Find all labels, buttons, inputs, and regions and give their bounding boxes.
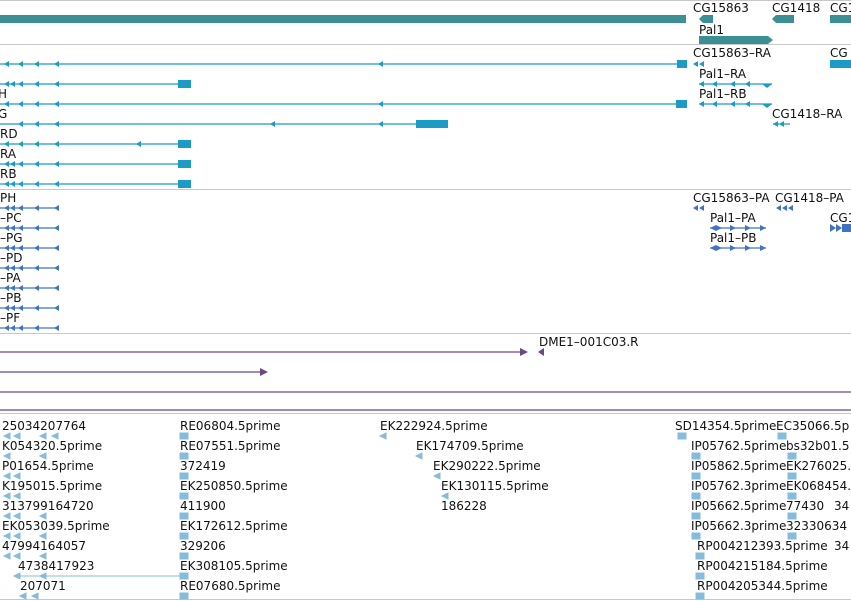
protein-label-cg1418-pa[interactable]: CG1418–PA <box>775 191 844 205</box>
est-label[interactable]: IP05662.5prime <box>691 499 787 513</box>
est-label[interactable]: 34 <box>834 539 850 553</box>
est-label[interactable]: EK276025. <box>786 459 851 473</box>
est-label[interactable]: EK172612.5prime <box>180 519 288 533</box>
est-label[interactable]: EK250850.5prime <box>180 479 288 493</box>
est-label[interactable]: P01654.5prime <box>2 459 94 473</box>
est-label[interactable]: 34 <box>834 499 850 513</box>
est-label[interactable]: IP05662.3prime <box>691 519 787 533</box>
gene-pal1-bar[interactable] <box>699 36 773 44</box>
gene-cg15863-arrow[interactable] <box>699 15 713 23</box>
protein-features[interactable] <box>0 205 851 331</box>
protein-label-pal1-pa[interactable]: Pal1–PA <box>710 211 756 225</box>
est-label[interactable]: IP05862.5prime <box>691 459 787 473</box>
protein-label-left-ph[interactable]: PH <box>0 191 17 205</box>
est-label[interactable]: 329206 <box>180 539 226 553</box>
est-label[interactable]: EC35066.5p <box>776 419 850 433</box>
gene-label-pal1[interactable]: Pal1 <box>699 23 725 37</box>
protein-label-left-pa[interactable]: –PA <box>0 271 21 285</box>
est-label[interactable]: SD14354.5prime <box>675 419 777 433</box>
protein-label-left-pf[interactable]: –PF <box>0 311 21 325</box>
gene-features[interactable] <box>0 15 851 44</box>
est-label[interactable]: RP004215184.5prime <box>697 559 828 573</box>
transcript-label-left-g[interactable]: G <box>0 107 8 121</box>
protein-label-cg-partial[interactable]: CG1 <box>830 211 851 225</box>
est-label[interactable]: RP004205344.5prime <box>697 579 828 593</box>
gene-cg-partial-bar[interactable] <box>830 15 851 23</box>
est-label[interactable]: 411900 <box>180 499 226 513</box>
est-label[interactable]: EK068454. <box>786 479 851 493</box>
est-label[interactable]: RP004212393.5prime <box>697 539 828 553</box>
est-label[interactable]: 4738417923 <box>18 559 95 573</box>
est-label[interactable]: 47994164057 <box>2 539 86 553</box>
transcript-label-pal1-ra[interactable]: Pal1–RA <box>699 67 747 81</box>
est-label[interactable]: EK174709.5prime <box>416 439 524 453</box>
transcript-label-left-rd[interactable]: RD <box>0 127 18 141</box>
est-label[interactable]: EK053039.5prime <box>2 519 110 533</box>
est-alignment-label-dme1[interactable]: DME1–001C03.R <box>539 335 639 349</box>
gene-label-cg1418[interactable]: CG1418 <box>772 1 821 15</box>
est-label[interactable]: IP05762.5prime <box>691 439 787 453</box>
est-label[interactable]: 32330634 <box>786 519 848 533</box>
est-label[interactable]: RE06804.5prime <box>180 419 281 433</box>
est-label[interactable]: 77430 <box>786 499 825 513</box>
gene-label-cg-partial[interactable]: CG1 <box>830 1 851 15</box>
transcript-label-left-h[interactable]: H <box>0 87 8 101</box>
protein-label-cg15863-pa[interactable]: CG15863–PA <box>693 191 770 205</box>
protein-label-pal1-pb[interactable]: Pal1–PB <box>710 231 757 245</box>
gene-bar-left[interactable] <box>0 15 686 23</box>
protein-label-left-pb[interactable]: –PB <box>0 291 22 305</box>
est-label[interactable]: 186228 <box>441 499 487 513</box>
est-label[interactable]: K054320.5prime <box>2 439 103 453</box>
transcript-label-left-rb[interactable]: RB <box>0 167 17 181</box>
est-label[interactable]: RE07551.5prime <box>180 439 281 453</box>
est-label[interactable]: IP05762.3prime <box>691 479 787 493</box>
protein-label-left-pd[interactable]: –PD <box>0 251 23 265</box>
transcript-label-cg1418-ra[interactable]: CG1418–RA <box>772 107 843 121</box>
est-label[interactable]: 372419 <box>180 459 226 473</box>
est-alignments[interactable] <box>0 348 851 411</box>
transcript-label-pal1-rb[interactable]: Pal1–RB <box>699 87 747 101</box>
gene-cg1418-bar[interactable] <box>772 15 794 23</box>
est-label[interactable]: EK222924.5prime <box>380 419 488 433</box>
transcript-features[interactable] <box>0 60 851 188</box>
protein-label-left-pc[interactable]: –PC <box>0 211 22 225</box>
est-label[interactable]: EK290222.5prime <box>433 459 541 473</box>
protein-label-left-pg[interactable]: –PG <box>0 231 23 245</box>
est-label[interactable]: EK130115.5prime <box>441 479 549 493</box>
gene-label-cg15863[interactable]: CG15863 <box>693 1 749 15</box>
est-label[interactable]: 25034207764 <box>2 419 86 433</box>
transcript-label-left-ra[interactable]: RA <box>0 147 17 161</box>
transcript-label-cg-partial[interactable]: CG <box>830 46 848 60</box>
est-label[interactable]: K195015.5prime <box>2 479 103 493</box>
est-label[interactable]: EK308105.5prime <box>180 559 288 573</box>
transcript-label-cg15863-ra[interactable]: CG15863–RA <box>693 46 771 60</box>
est-label[interactable]: 313799164720 <box>2 499 94 513</box>
est-label[interactable]: RE07680.5prime <box>180 579 281 593</box>
est-label[interactable]: 207071 <box>20 579 66 593</box>
est-feature-marks[interactable] <box>2 432 797 600</box>
est-label[interactable]: bs32b01.5 <box>786 439 850 453</box>
